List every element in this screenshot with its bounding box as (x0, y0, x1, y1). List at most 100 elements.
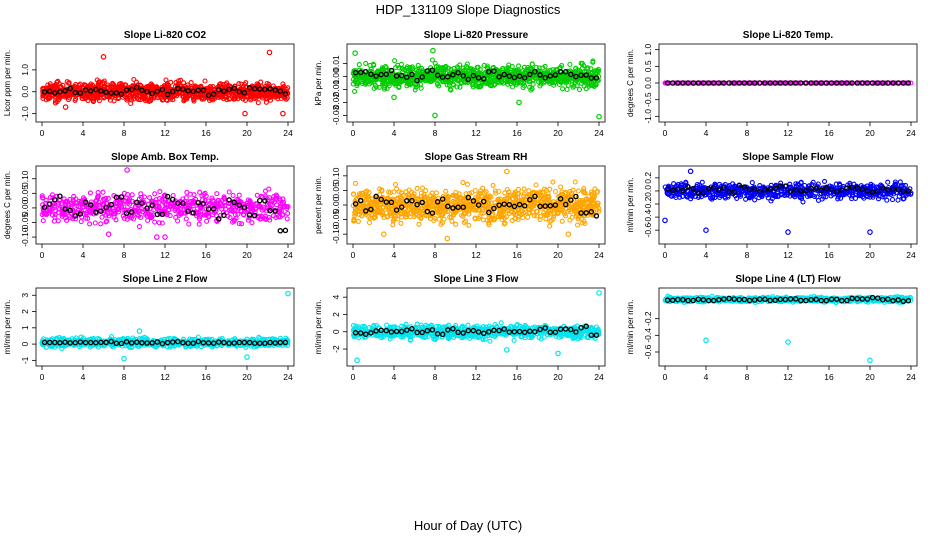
x-tick-label: 8 (122, 250, 127, 260)
data-point (157, 189, 163, 195)
x-tick-label: 0 (663, 250, 668, 260)
data-point (100, 189, 106, 195)
data-point (433, 190, 439, 196)
outlier-point (105, 231, 112, 238)
data-point (352, 88, 358, 94)
x-tick-label: 0 (40, 250, 45, 260)
outlier-point (62, 104, 69, 110)
data-point (256, 93, 262, 99)
data-point (362, 79, 368, 85)
x-tick-label: 0 (351, 128, 356, 138)
hourly-mean-point (272, 87, 278, 93)
data-point (236, 81, 242, 87)
data-point (226, 189, 232, 195)
hourly-mean-point (262, 86, 268, 93)
hourly-mean-point (62, 88, 68, 94)
data-point (232, 95, 238, 101)
data-point (453, 221, 459, 227)
data-point (443, 188, 449, 194)
data-point (572, 179, 578, 185)
hourly-mean-point (262, 198, 268, 204)
hourly-mean-point (282, 91, 289, 97)
y-tick-label: 0.10 (331, 167, 341, 184)
panel-title: Slope Line 2 Flow (123, 274, 208, 285)
data-point (176, 78, 182, 84)
outlier-point (430, 47, 436, 54)
x-tick-label: 16 (824, 250, 834, 260)
outlier-point (662, 217, 668, 224)
data-point (230, 192, 236, 199)
data-point (567, 61, 573, 68)
data-point (352, 180, 359, 186)
hourly-mean-point (118, 194, 125, 200)
data-point (574, 222, 581, 228)
x-tick-label: 20 (242, 128, 252, 138)
hourly-mean-point (782, 183, 789, 189)
data-point (238, 94, 244, 100)
scatter-series (350, 47, 602, 120)
x-tick-label: 8 (433, 250, 438, 260)
outlier-point (503, 168, 510, 175)
data-point (398, 220, 404, 226)
hourly-mean-point (241, 89, 248, 96)
x-tick-label: 12 (471, 128, 481, 138)
data-point (51, 84, 57, 90)
data-point (567, 217, 573, 223)
data-point (460, 180, 466, 186)
hourly-mean-point (195, 199, 202, 206)
data-point (128, 100, 134, 107)
hourly-mean-point (241, 204, 248, 211)
data-point (40, 218, 46, 224)
data-point (101, 95, 107, 101)
y-tick-label: 1.0 (20, 64, 30, 76)
data-point (168, 79, 174, 85)
data-point (202, 78, 208, 84)
data-point (135, 82, 141, 88)
x-tick-label: 8 (745, 250, 750, 260)
data-point (423, 188, 429, 194)
outlier-point (266, 49, 273, 56)
hourly-mean-point (542, 203, 548, 209)
panel-4: Slope Amb. Box Temp.degrees C per min.0 4… (3, 152, 295, 260)
data-point (244, 94, 250, 100)
x-tick-label: 24 (906, 128, 916, 138)
data-point (558, 184, 564, 190)
outlier-point (280, 110, 286, 117)
data-point (885, 179, 891, 185)
hourly-mean-point (123, 87, 130, 93)
outlier-point (785, 229, 791, 235)
hourly-mean-point (180, 86, 186, 92)
data-point (525, 214, 531, 220)
data-point (152, 219, 158, 225)
hourly-mean-point (231, 85, 237, 91)
data-point (52, 100, 58, 106)
hourly-mean-point (844, 185, 850, 191)
x-tick-label: 16 (824, 128, 834, 138)
hourly-mean-point (216, 86, 222, 93)
data-point (265, 91, 271, 97)
data-point (382, 77, 388, 83)
outlier-point (444, 235, 451, 242)
data-point (90, 98, 96, 104)
data-point (592, 186, 598, 192)
x-tick-label: 12 (160, 250, 170, 260)
hourly-mean-point (282, 227, 289, 234)
data-point (895, 197, 901, 203)
data-point (235, 211, 241, 217)
data-point (136, 224, 142, 230)
x-tick-label: 0 (40, 128, 45, 138)
data-point (255, 100, 261, 106)
x-tick-label: 20 (553, 128, 563, 138)
hourly-mean-point (190, 88, 196, 95)
y-tick-label: -1.0 (643, 109, 653, 124)
hourly-mean-point (118, 91, 125, 97)
x-tick-label: 16 (201, 128, 211, 138)
data-point (449, 218, 455, 224)
outlier-point (687, 168, 694, 175)
y-tick-label: 0.2 (643, 172, 653, 184)
data-point (236, 192, 242, 198)
y-tick-label: 0.0 (643, 77, 653, 89)
outlier-point (242, 110, 248, 117)
x-tick-label: 8 (433, 128, 438, 138)
x-tick-label: 4 (81, 250, 86, 260)
